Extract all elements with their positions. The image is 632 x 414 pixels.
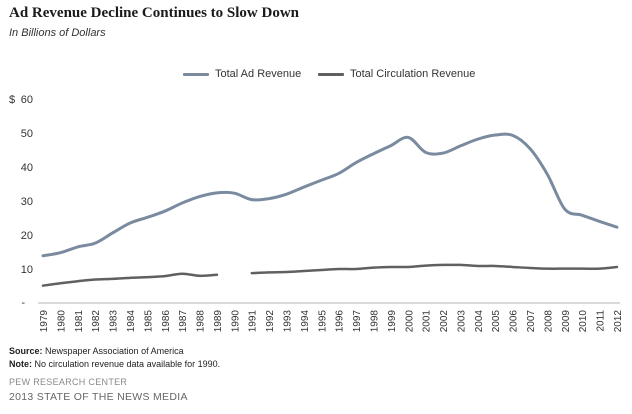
y-tick-label: 40	[21, 162, 33, 174]
x-tick-label: 2004	[474, 310, 485, 333]
x-tick-label: 1992	[265, 310, 276, 333]
x-tick-label: 1982	[91, 310, 102, 333]
x-tick-label: 1985	[143, 310, 154, 333]
x-tick-label: 1995	[317, 310, 328, 333]
x-tick-label: 1994	[300, 310, 311, 333]
legend-swatch-circulation-revenue	[318, 72, 344, 76]
y-tick-label: 50	[21, 128, 33, 140]
x-tick-label: 2012	[613, 310, 624, 333]
series-line-ad-revenue	[41, 132, 619, 258]
source-label: Source:	[9, 346, 43, 356]
x-tick-label: 1999	[387, 310, 398, 333]
x-tick-label: 2003	[456, 310, 467, 333]
x-tick-label: 1989	[213, 310, 224, 333]
x-tick-label: 2006	[509, 310, 520, 333]
legend-label-ad-revenue: Total Ad Revenue	[215, 68, 302, 80]
note-label: Note:	[9, 359, 32, 369]
report-credit: 2013 STATE OF THE NEWS MEDIA	[9, 391, 188, 403]
chart-title: Ad Revenue Decline Continues to Slow Dow…	[9, 5, 300, 21]
x-tick-label: 1983	[109, 310, 120, 333]
series-line-circulation-revenue	[41, 272, 219, 287]
source-note: Source: Newspaper Association of America	[9, 346, 184, 356]
x-tick-label: 1987	[178, 310, 189, 333]
note-text: No circulation revenue data available fo…	[32, 359, 221, 369]
legend-item-ad-revenue: Total Ad Revenue	[183, 68, 301, 80]
org-credit: PEW RESEARCH CENTER	[9, 377, 128, 387]
x-tick-label: 2010	[578, 310, 589, 333]
x-tick-label: 2007	[526, 310, 537, 333]
chart-subtitle: In Billions of Dollars	[9, 27, 106, 39]
x-tick-label: 2000	[404, 310, 415, 333]
y-axis-currency-symbol: $	[9, 94, 15, 106]
y-tick-label: 60	[21, 94, 33, 106]
legend-label-circulation-revenue: Total Circulation Revenue	[350, 68, 476, 80]
y-tick-label: 10	[21, 264, 33, 276]
x-tick-label: 1979	[39, 310, 50, 333]
x-tick-label: 1997	[352, 310, 363, 333]
x-tick-label: 2009	[561, 310, 572, 333]
x-tick-label: 1998	[369, 310, 380, 333]
x-tick-label: 1990	[230, 310, 241, 333]
series-line-circulation-revenue	[250, 263, 619, 275]
legend-swatch-ad-revenue	[183, 72, 209, 76]
y-tick-label: 30	[21, 196, 33, 208]
source-text: Newspaper Association of America	[42, 346, 184, 356]
x-tick-label: 1988	[196, 310, 207, 333]
x-tick-label: 1996	[335, 310, 346, 333]
x-tick-label: 1993	[283, 310, 294, 333]
x-tick-label: 2011	[596, 310, 607, 332]
x-tick-label: 1980	[56, 310, 67, 333]
x-tick-label: 1981	[74, 310, 85, 333]
x-tick-label: 1984	[126, 310, 137, 333]
legend-item-circulation-revenue: Total Circulation Revenue	[318, 68, 475, 80]
x-tick-label: 1986	[161, 310, 172, 333]
x-tick-label: 1991	[248, 310, 259, 333]
y-tick-label: 20	[21, 230, 33, 242]
y-axis-dash-label: -	[21, 297, 25, 309]
data-note: Note: No circulation revenue data availa…	[9, 359, 220, 369]
x-tick-label: 2008	[543, 310, 554, 333]
x-tick-label: 2005	[491, 310, 502, 333]
x-tick-label: 2001	[422, 310, 433, 333]
x-tick-label: 2002	[439, 310, 450, 333]
